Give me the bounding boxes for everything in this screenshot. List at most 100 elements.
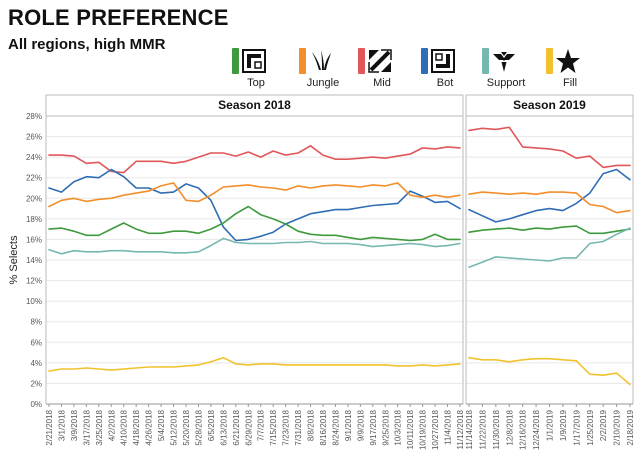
x-tick-label: 12/24/2018 bbox=[532, 409, 541, 450]
series-line-top bbox=[468, 225, 631, 235]
legend-item-fill[interactable]: Fill bbox=[546, 48, 606, 90]
x-tick-label: 2/21/2018 bbox=[45, 409, 54, 445]
x-tick-label: 12/16/2018 bbox=[519, 409, 528, 450]
x-tick-label: 6/13/2018 bbox=[219, 409, 228, 445]
jungle-claw-icon bbox=[312, 50, 331, 70]
x-tick-label: 8/24/2018 bbox=[331, 409, 340, 445]
x-tick-label: 5/20/2018 bbox=[182, 409, 191, 445]
fill-star-icon bbox=[556, 49, 580, 73]
x-tick-label: 10/11/2018 bbox=[406, 409, 415, 449]
x-tick-label: 4/18/2018 bbox=[132, 409, 141, 445]
legend-swatch bbox=[482, 48, 489, 74]
x-tick-label: 4/10/2018 bbox=[120, 409, 129, 445]
x-tick-label: 1/17/2019 bbox=[572, 409, 581, 445]
mid-lane-icon bbox=[368, 49, 392, 73]
x-tick-label: 7/7/2018 bbox=[257, 409, 266, 441]
y-tick-label: 22% bbox=[26, 174, 42, 183]
series-line-bot bbox=[468, 168, 631, 223]
y-axis-label: % Selects bbox=[8, 235, 20, 284]
panel-title: Season 2019 bbox=[513, 98, 586, 112]
x-tick-label: 9/17/2018 bbox=[369, 409, 378, 445]
x-tick-label: 3/9/2018 bbox=[70, 409, 79, 441]
y-tick-label: 24% bbox=[26, 153, 42, 162]
y-tick-label: 14% bbox=[26, 256, 42, 265]
x-tick-label: 7/31/2018 bbox=[294, 409, 303, 445]
panel-title: Season 2018 bbox=[218, 98, 291, 112]
x-tick-label: 1/1/2019 bbox=[546, 409, 555, 441]
legend-label: Top bbox=[247, 77, 265, 89]
legend-label: Bot bbox=[436, 77, 454, 89]
series-line-top bbox=[48, 205, 461, 242]
legend-item-mid[interactable]: Mid bbox=[358, 48, 418, 90]
y-tick-label: 26% bbox=[26, 133, 42, 142]
legend-swatch bbox=[299, 48, 306, 74]
y-tick-label: 2% bbox=[30, 379, 42, 388]
legend-swatch bbox=[421, 48, 428, 74]
x-tick-label: 6/5/2018 bbox=[207, 409, 216, 441]
x-tick-label: 11/30/2018 bbox=[492, 409, 501, 449]
x-tick-label: 2/18/2019 bbox=[626, 409, 635, 445]
legend-label: Fill bbox=[562, 77, 578, 89]
series-line-fill bbox=[468, 356, 631, 386]
x-tick-label: 11/22/2018 bbox=[478, 409, 487, 449]
x-tick-label: 11/4/2018 bbox=[444, 409, 453, 445]
y-tick-label: 20% bbox=[26, 194, 42, 203]
y-tick-label: 28% bbox=[26, 112, 42, 121]
y-tick-label: 18% bbox=[26, 215, 42, 224]
x-tick-label: 4/26/2018 bbox=[145, 409, 154, 445]
legend-label: Mid bbox=[373, 77, 391, 89]
series-line-support bbox=[48, 237, 461, 255]
legend-swatch bbox=[358, 48, 365, 74]
x-tick-label: 5/28/2018 bbox=[194, 409, 203, 445]
x-tick-label: 3/17/2018 bbox=[82, 409, 91, 445]
legend-swatch bbox=[232, 48, 239, 74]
series-line-jungle bbox=[48, 182, 461, 208]
series-line-mid bbox=[48, 145, 461, 174]
x-tick-label: 5/4/2018 bbox=[157, 409, 166, 441]
legend-item-bot[interactable]: Bot bbox=[421, 48, 481, 90]
y-tick-label: 4% bbox=[30, 359, 42, 368]
x-tick-label: 12/8/2018 bbox=[505, 409, 514, 445]
y-tick-label: 12% bbox=[26, 277, 42, 286]
series-line-support bbox=[468, 227, 631, 269]
y-tick-label: 16% bbox=[26, 235, 42, 244]
legend-item-top[interactable]: Top bbox=[232, 48, 292, 90]
page-subtitle: All regions, high MMR bbox=[8, 36, 166, 53]
x-tick-label: 3/1/2018 bbox=[57, 409, 66, 441]
y-tick-label: 10% bbox=[26, 297, 42, 306]
legend-item-jungle[interactable]: Jungle bbox=[299, 48, 359, 90]
x-tick-label: 10/27/2018 bbox=[431, 409, 440, 450]
x-tick-label: 8/16/2018 bbox=[319, 409, 328, 445]
series-line-fill bbox=[48, 356, 461, 372]
x-tick-label: 9/9/2018 bbox=[356, 409, 365, 441]
x-tick-label: 6/21/2018 bbox=[232, 409, 241, 445]
top-lane-icon bbox=[242, 49, 266, 73]
series-line-jungle bbox=[468, 191, 631, 214]
series-line-bot bbox=[48, 168, 461, 242]
support-crest-icon bbox=[493, 52, 515, 72]
x-tick-label: 9/25/2018 bbox=[381, 409, 390, 445]
x-tick-label: 1/25/2019 bbox=[586, 409, 595, 445]
bot-lane-icon bbox=[431, 49, 455, 73]
x-tick-label: 7/23/2018 bbox=[282, 409, 291, 445]
x-tick-label: 11/12/2018 bbox=[456, 409, 465, 449]
legend-label: Jungle bbox=[306, 77, 340, 89]
legend-item-support[interactable]: Support bbox=[482, 48, 542, 90]
x-tick-label: 1/9/2019 bbox=[559, 409, 568, 441]
page-title: ROLE PREFERENCE bbox=[8, 5, 229, 30]
x-tick-label: 10/19/2018 bbox=[419, 409, 428, 450]
y-tick-label: 6% bbox=[30, 338, 42, 347]
legend-swatch bbox=[546, 48, 553, 74]
x-tick-label: 8/8/2018 bbox=[307, 409, 316, 441]
y-tick-label: 0% bbox=[30, 400, 42, 409]
x-tick-label: 4/2/2018 bbox=[107, 409, 116, 441]
x-tick-label: 9/1/2018 bbox=[344, 409, 353, 441]
x-tick-label: 2/2/2019 bbox=[599, 409, 608, 441]
x-tick-label: 11/14/2018 bbox=[465, 409, 474, 449]
x-tick-label: 2/10/2019 bbox=[613, 409, 622, 445]
x-tick-label: 5/12/2018 bbox=[170, 409, 179, 445]
x-tick-label: 7/15/2018 bbox=[269, 409, 278, 445]
x-tick-label: 10/3/2018 bbox=[394, 409, 403, 445]
x-tick-label: 6/29/2018 bbox=[244, 409, 253, 445]
